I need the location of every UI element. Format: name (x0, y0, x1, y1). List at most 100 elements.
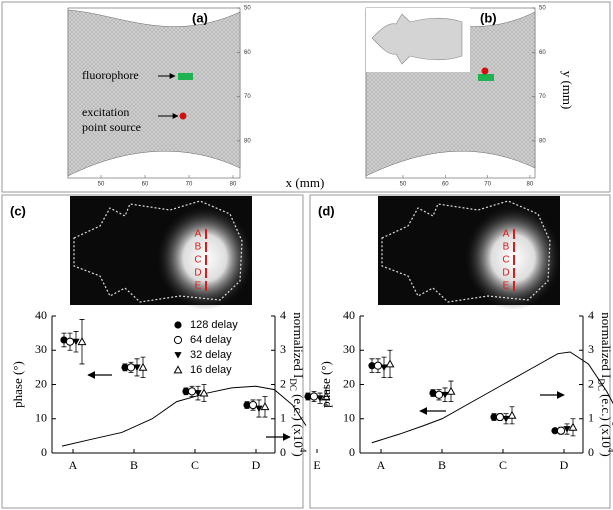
marker (187, 387, 197, 396)
marker (121, 363, 129, 371)
position-bar (205, 281, 207, 291)
intensity-curve (371, 351, 613, 444)
annotation: excitation (82, 105, 129, 119)
y2-axis-label-part: ) (291, 452, 306, 456)
x-tick-label: B (130, 458, 138, 472)
source-marker (481, 67, 489, 75)
mouse-outline (381, 200, 551, 303)
legend-label: 32 delay (190, 349, 232, 361)
y2-tick-label: 3 (588, 342, 594, 356)
marker (248, 400, 258, 410)
y2-axis-label-part: (e.c.) (x10 (291, 391, 306, 448)
position-label: A (195, 229, 202, 240)
x-tick-label: A (377, 458, 386, 472)
marker (194, 390, 202, 397)
marker (380, 364, 388, 371)
y-tick-label: 60 (539, 50, 546, 56)
position-label: D (502, 268, 509, 279)
legend-marker (174, 352, 182, 359)
position-label: A (503, 229, 510, 240)
x-tick-label: C (499, 458, 507, 472)
marker (507, 410, 517, 419)
y2-tick-label: 1 (280, 411, 286, 425)
marker (138, 362, 148, 371)
position-bar (205, 268, 207, 278)
y2-tick-label: 3 (280, 342, 286, 356)
x-tick-label: 50 (400, 182, 407, 188)
y2-tick-label: 0 (588, 445, 594, 459)
position-label: C (502, 255, 509, 266)
legend-marker (173, 365, 183, 374)
marker (199, 388, 209, 397)
y2-axis-label-part: ) (599, 452, 613, 456)
mouse-inset (371, 13, 463, 65)
y2-tick-label: 0 (280, 445, 286, 459)
marker (368, 362, 376, 370)
marker (490, 413, 498, 421)
marker (77, 337, 87, 346)
y-tick-label: 30 (343, 342, 355, 356)
marker (260, 402, 270, 411)
legend-marker (174, 321, 182, 329)
legend-label: 64 delay (190, 334, 232, 346)
y-tick-label: 0 (41, 445, 47, 459)
marker (563, 426, 571, 433)
y-axis-label: y (mm) (560, 71, 575, 110)
y-tick-label: 10 (35, 411, 47, 425)
source-marker (179, 112, 187, 120)
y2-axis-label-part: 4 (298, 448, 308, 453)
y-tick-label: 80 (539, 138, 546, 144)
y-tick-label: 40 (35, 308, 47, 322)
position-bar (513, 229, 515, 239)
x-tick-label: A (69, 458, 78, 472)
fluorophore-marker (478, 74, 494, 81)
x-tick-label: 60 (442, 182, 449, 188)
position-label: E (195, 281, 202, 292)
marker (60, 336, 68, 344)
marker (309, 392, 319, 401)
marker (441, 391, 449, 399)
marker (551, 427, 559, 435)
mouse-outline (73, 200, 243, 303)
position-label: B (195, 242, 202, 253)
y-axis-label: phase (°) (10, 361, 25, 408)
marker (321, 391, 331, 400)
marker (72, 338, 80, 346)
y2-tick-label: 1 (588, 411, 594, 425)
position-bar (513, 242, 515, 252)
y-tick-label: 70 (539, 94, 546, 100)
y2-tick-label: 4 (280, 308, 286, 322)
x-tick-label: C (191, 458, 199, 472)
y-tick-label: 30 (35, 342, 47, 356)
marker (373, 361, 383, 370)
y-tick-label: 80 (244, 138, 251, 144)
position-label: E (503, 281, 510, 292)
legend-label: 128 delay (190, 319, 238, 331)
y-tick-label: 20 (35, 376, 47, 390)
marker (182, 387, 190, 395)
panel-label: (b) (480, 10, 497, 25)
intensity-curve (61, 385, 307, 447)
x-tick-label: D (252, 458, 261, 472)
marker (65, 337, 75, 346)
y2-axis-label-part: DC (596, 378, 606, 391)
y2-axis-label: normalized IDC (e.c.) (x104) (288, 312, 308, 456)
y-tick-label: 60 (244, 50, 251, 56)
x-tick-label: 70 (186, 182, 193, 188)
y-axis-label: phase (°) (318, 361, 333, 408)
y2-tick-label: 2 (280, 376, 286, 390)
marker (568, 422, 578, 431)
x-tick-label: 80 (527, 182, 534, 188)
x-tick-label: B (438, 458, 446, 472)
marker (429, 389, 437, 397)
position-bar (205, 229, 207, 239)
y-tick-label: 40 (343, 308, 355, 322)
y2-axis-label-part: 4 (606, 448, 613, 453)
annotation: fluorophore (82, 68, 139, 82)
marker (304, 392, 312, 401)
marker (126, 363, 136, 372)
marker (255, 405, 263, 413)
